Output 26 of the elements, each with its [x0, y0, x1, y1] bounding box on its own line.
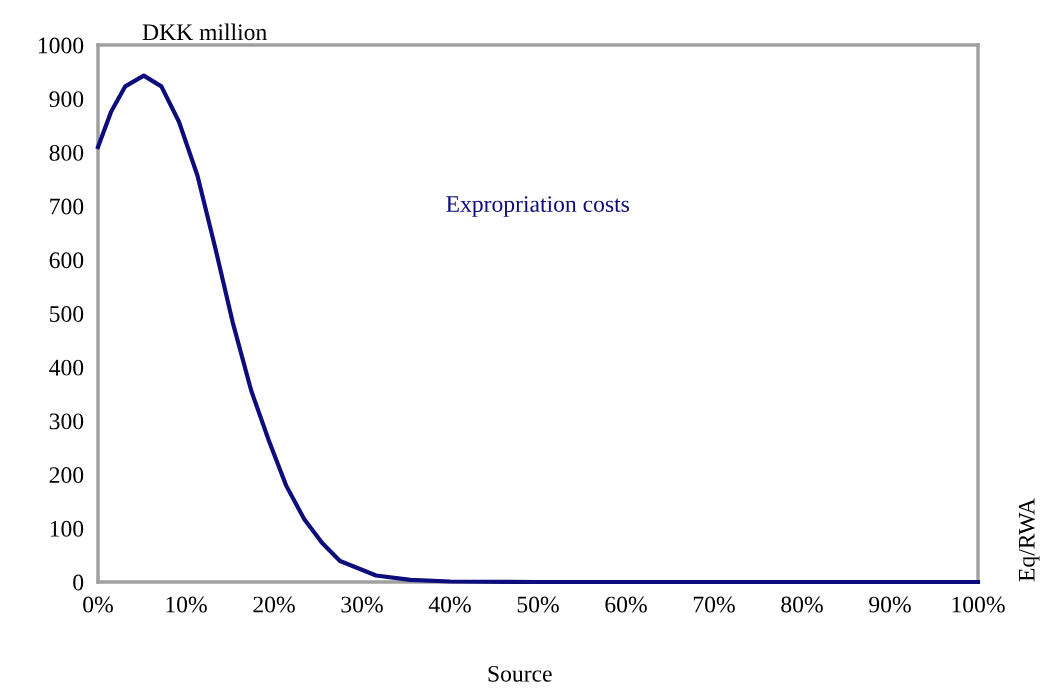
x-tick-label: 90% — [869, 596, 911, 613]
y-tick-label: 700 — [50, 198, 84, 215]
x-tick-label: 20% — [253, 596, 295, 613]
y-tick-label: 200 — [49, 467, 84, 484]
x-tick-label: 50% — [517, 596, 559, 613]
x-tick-label: 60% — [605, 596, 647, 613]
text: Expropriation costs — [446, 196, 630, 217]
x-tick-label: 0% — [83, 596, 113, 613]
x-tick-label: 30% — [341, 596, 383, 613]
y-tick-label: 0 — [73, 574, 84, 591]
y-tick-label: 400 — [49, 359, 84, 376]
x-tick-label: 40% — [428, 596, 471, 613]
y-tick-label: 900 — [49, 91, 84, 108]
text: Source — [488, 665, 552, 682]
y-tick-label: 300 — [49, 413, 84, 430]
y-tick-label: 100 — [50, 520, 84, 537]
y-axis-title: DKK million — [142, 23, 267, 41]
y-tick-label: 500 — [50, 305, 84, 322]
x-tick-label: 100% — [952, 596, 1005, 613]
x-tick-label: 80% — [781, 596, 823, 613]
y-tick-label: 800 — [49, 144, 84, 161]
y-tick-label: 600 — [49, 252, 84, 269]
x-tick-label: 10% — [166, 596, 207, 613]
text: Eq/RWA — [1018, 498, 1040, 582]
x-tick-label: 70% — [693, 596, 735, 613]
y-tick-label: 1000 — [38, 37, 84, 54]
